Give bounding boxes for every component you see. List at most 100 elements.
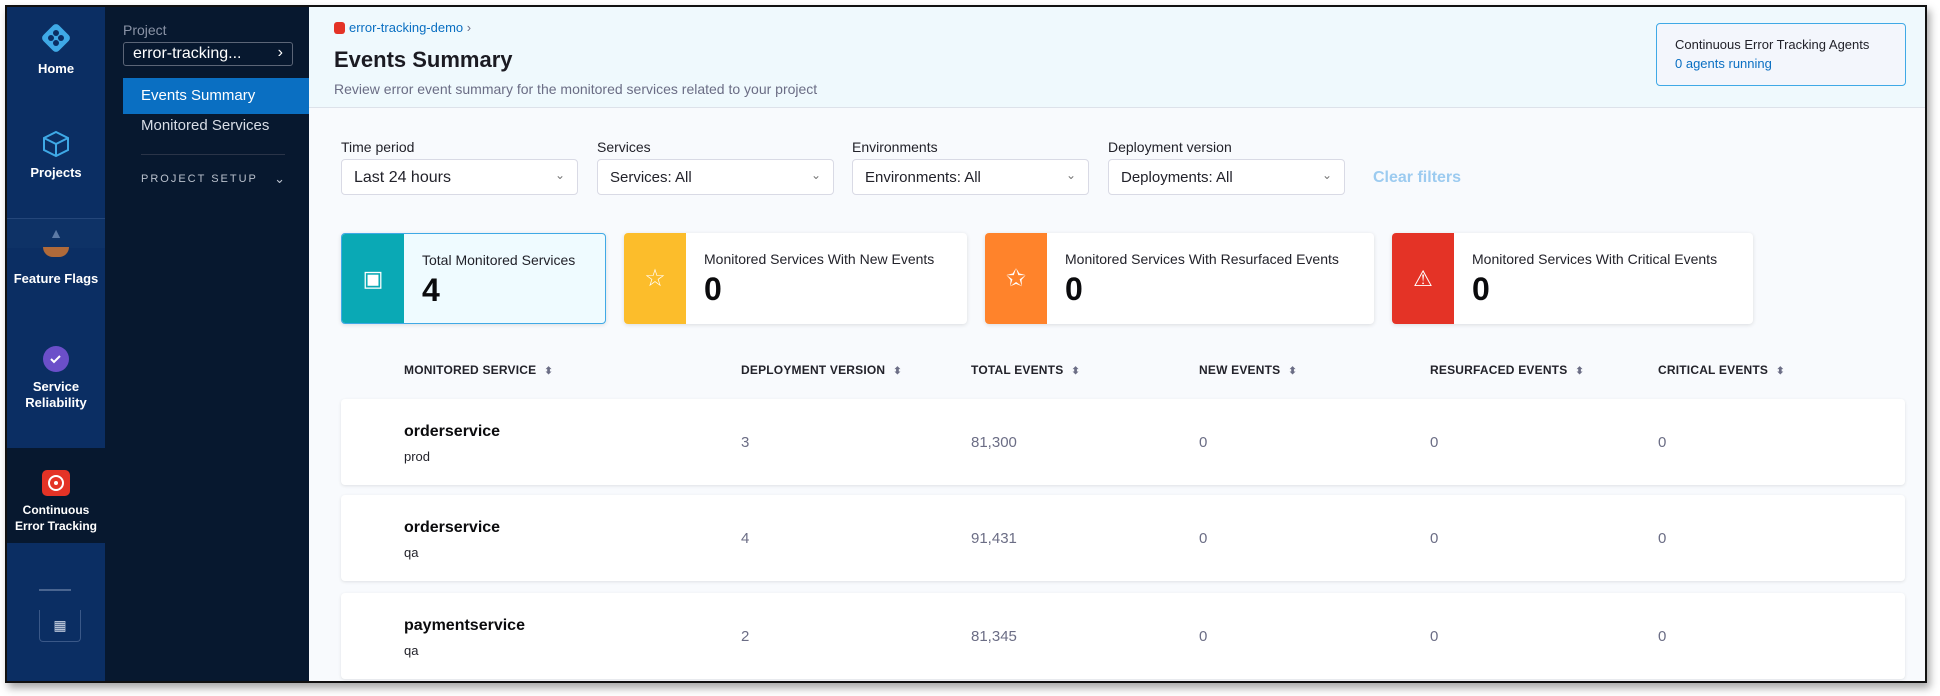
service-name: paymentservice: [404, 617, 525, 634]
nav-label: Continuous Error Tracking: [14, 503, 98, 533]
select-value: Deployments: All: [1121, 169, 1233, 186]
critical-events: 0: [1658, 434, 1667, 451]
column-header-deployment-version[interactable]: DEPLOYMENT VERSION ⬍: [741, 363, 902, 377]
agents-panel: Continuous Error Tracking Agents 0 agent…: [1656, 23, 1906, 86]
deployment-version: 3: [741, 434, 750, 451]
column-label: CRITICAL EVENTS: [1658, 363, 1769, 377]
time-period-select[interactable]: Last 24 hours ⌄: [341, 159, 578, 195]
project-name: error-tracking...: [133, 45, 242, 62]
main-nav: Home Projects ▲ Feature Flags Service Re…: [7, 7, 105, 681]
page-title: Events Summary: [334, 47, 513, 72]
nav-item-projects[interactable]: Projects: [7, 129, 105, 181]
deployment-version: 2: [741, 628, 750, 645]
scroll-up-button[interactable]: ▲: [7, 218, 105, 248]
sort-icon: ⬍: [1071, 366, 1081, 377]
chevron-right-icon: ›: [277, 44, 283, 61]
table-row[interactable]: paymentservice qa 2 81,345 0 0 0: [341, 593, 1905, 679]
filter-label: Services: [597, 139, 651, 155]
services-select[interactable]: Services: All ⌄: [597, 159, 834, 195]
error-tracking-icon: [334, 22, 345, 34]
project-label: Project: [123, 22, 167, 38]
project-setup-toggle[interactable]: PROJECT SETUP ⌄: [141, 171, 287, 186]
card-total-monitored-services[interactable]: ▣ Total Monitored Services 4: [341, 233, 606, 324]
service-env: qa: [404, 643, 419, 658]
chevron-down-icon: ⌄: [554, 168, 565, 182]
select-value: Services: All: [610, 169, 692, 186]
cube-icon: [43, 130, 69, 158]
column-header-resurfaced-events[interactable]: RESURFACED EVENTS ⬍: [1430, 363, 1584, 377]
sort-icon: ⬍: [1575, 366, 1585, 377]
card-value: 0: [1065, 271, 1083, 307]
column-label: DEPLOYMENT VERSION: [741, 363, 886, 377]
column-header-total-events[interactable]: TOTAL EVENTS ⬍: [971, 363, 1080, 377]
deployment-version: 4: [741, 530, 750, 547]
column-label: NEW EVENTS: [1199, 363, 1281, 377]
chevron-down-icon: ⌄: [1321, 168, 1332, 182]
total-events: 81,300: [971, 434, 1017, 451]
card-title: Monitored Services With Critical Events: [1472, 251, 1718, 267]
critical-events: 0: [1658, 530, 1667, 547]
project-selector[interactable]: error-tracking... ›: [123, 42, 293, 66]
app-grid-button[interactable]: ▦: [39, 610, 81, 642]
grid-icon: ▦: [53, 617, 67, 633]
select-value: Environments: All: [865, 169, 981, 186]
chevron-right-icon: ›: [466, 20, 472, 35]
column-label: TOTAL EVENTS: [971, 363, 1064, 377]
card-critical-events[interactable]: ⚠ Monitored Services With Critical Event…: [1392, 233, 1753, 324]
breadcrumb[interactable]: error-tracking-demo ›: [334, 20, 471, 35]
card-title: Monitored Services With New Events: [704, 251, 935, 267]
divider: [141, 154, 285, 155]
table-row[interactable]: orderservice prod 3 81,300 0 0 0: [341, 399, 1905, 485]
total-events: 91,431: [971, 530, 1017, 547]
nav-item-home[interactable]: Home: [7, 21, 105, 77]
sidebar-item-events-summary[interactable]: Events Summary: [123, 78, 309, 114]
nav-label: Feature Flags: [13, 271, 99, 286]
card-title: Total Monitored Services: [422, 252, 576, 268]
select-value: Last 24 hours: [354, 169, 451, 186]
project-sidebar: Project error-tracking... › Events Summar…: [105, 7, 309, 681]
nav-item-service-reliability[interactable]: Service Reliability: [7, 345, 105, 411]
column-header-new-events[interactable]: NEW EVENTS ⬍: [1199, 363, 1297, 377]
page-header: error-tracking-demo › Events Summary Rev…: [309, 7, 1925, 108]
breadcrumb-link[interactable]: error-tracking-demo: [349, 20, 464, 35]
harness-logo-icon: [42, 24, 70, 52]
resurfaced-star-icon: ✩: [985, 233, 1047, 324]
agents-title: Continuous Error Tracking Agents: [1675, 37, 1870, 52]
chevron-down-icon: ⌄: [1065, 168, 1076, 182]
column-header-critical-events[interactable]: CRITICAL EVENTS ⬍: [1658, 363, 1785, 377]
service-name: orderservice: [404, 519, 501, 536]
resurfaced-events: 0: [1430, 628, 1439, 645]
service-env: qa: [404, 545, 419, 560]
critical-events: 0: [1658, 628, 1667, 645]
resurfaced-events: 0: [1430, 530, 1439, 547]
agents-running-link[interactable]: 0 agents running: [1675, 56, 1772, 71]
card-value: 0: [704, 271, 722, 307]
table-row[interactable]: orderservice qa 4 91,431 0 0 0: [341, 495, 1905, 581]
column-header-monitored-service[interactable]: MONITORED SERVICE ⬍: [404, 363, 553, 377]
nav-item-error-tracking[interactable]: Continuous Error Tracking: [7, 448, 105, 543]
column-label: MONITORED SERVICE: [404, 363, 537, 377]
card-resurfaced-events[interactable]: ✩ Monitored Services With Resurfaced Eve…: [985, 233, 1374, 324]
service-name: orderservice: [404, 423, 501, 440]
nav-label: Projects: [30, 165, 82, 180]
new-events: 0: [1199, 434, 1208, 451]
clear-filters-button[interactable]: Clear filters: [1373, 169, 1462, 186]
sidebar-item-monitored-services[interactable]: Monitored Services: [141, 117, 270, 134]
grid-icon: ▣: [342, 234, 404, 323]
nav-item-feature-flags[interactable]: Feature Flags: [7, 247, 105, 287]
sort-icon: ⬍: [1288, 366, 1297, 377]
nav-label: Service Reliability: [25, 379, 87, 410]
column-label: RESURFACED EVENTS: [1430, 363, 1568, 377]
card-new-events[interactable]: ☆ Monitored Services With New Events 0: [624, 233, 967, 324]
card-value: 4: [422, 272, 440, 308]
filter-label: Time period: [341, 139, 415, 155]
environments-select[interactable]: Environments: All ⌄: [852, 159, 1089, 195]
new-events: 0: [1199, 628, 1208, 645]
sort-icon: ⬍: [544, 366, 553, 377]
total-events: 81,345: [971, 628, 1017, 645]
filter-label: Environments: [852, 139, 938, 155]
service-reliability-icon: [43, 346, 69, 372]
deployment-version-select[interactable]: Deployments: All ⌄: [1108, 159, 1345, 195]
star-icon: ☆: [624, 233, 686, 324]
chevron-down-icon: ⌄: [810, 168, 821, 182]
